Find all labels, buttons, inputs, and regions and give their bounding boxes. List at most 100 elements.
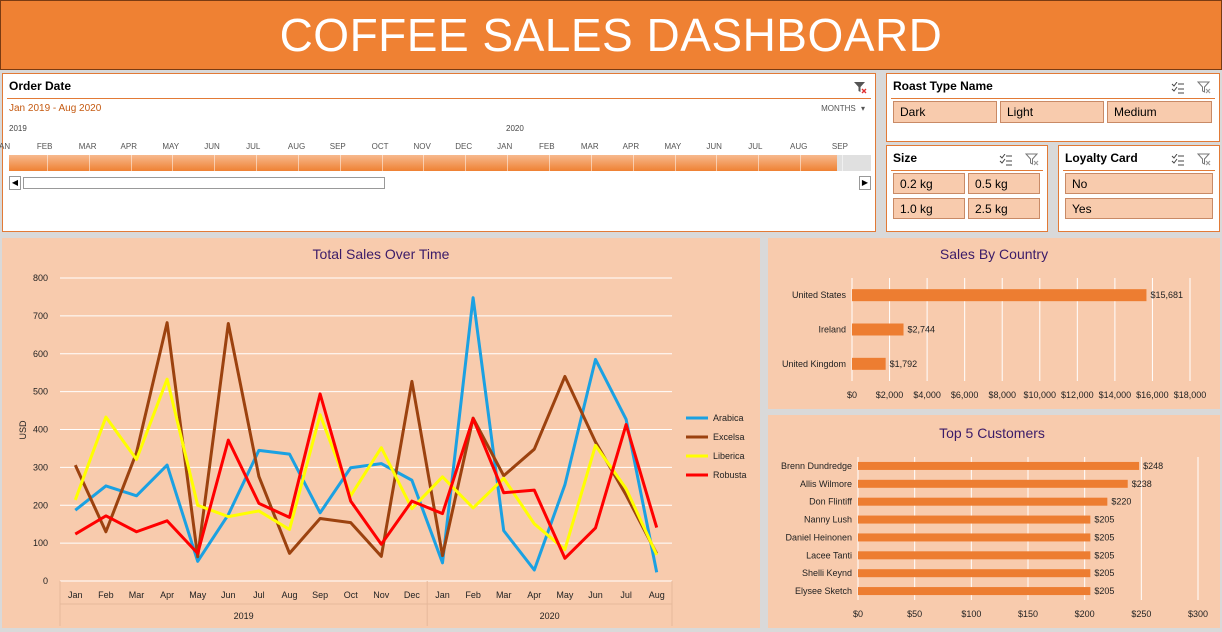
timeline-tick: [88, 155, 90, 171]
timeline-tick: [130, 155, 132, 171]
y-tick-label: 100: [33, 538, 48, 548]
size-option-0-5kg[interactable]: 0.5 kg: [968, 173, 1040, 194]
multi-select-icon[interactable]: [999, 151, 1013, 170]
timeline-tick: [172, 155, 174, 171]
category-label: Ireland: [818, 325, 846, 335]
legend-label: Arabica: [713, 413, 744, 423]
top-customers-panel: Top 5 Customers $0 $50 $100 $150 $200 $250 $300…: [768, 415, 1220, 628]
bar[interactable]: [858, 569, 1091, 578]
y-tick-label: 400: [33, 425, 48, 435]
bar[interactable]: [858, 479, 1128, 488]
bar[interactable]: [858, 551, 1091, 560]
size-option-2-5kg[interactable]: 2.5 kg: [968, 198, 1040, 219]
x-tick-label: $10,000: [1024, 390, 1057, 400]
clear-filter-icon[interactable]: [1024, 151, 1039, 170]
timeline-selection[interactable]: [9, 155, 837, 171]
bar[interactable]: [858, 587, 1091, 596]
chevron-down-icon: ▾: [860, 104, 865, 113]
timeline-month-label: MAY: [664, 142, 682, 151]
y-tick-label: 300: [33, 462, 48, 472]
data-label: $2,744: [908, 325, 936, 335]
loyalty-option-no[interactable]: No: [1065, 173, 1213, 194]
roast-option-dark[interactable]: Dark: [893, 101, 997, 123]
timeline-month-label: MAY: [162, 142, 180, 151]
x-tick-label: May: [556, 590, 574, 600]
x-tick-label: $0: [853, 609, 863, 619]
category-label: Lacee Tanti: [806, 550, 852, 560]
bar[interactable]: [858, 497, 1108, 506]
period-dropdown[interactable]: MONTHS ▾: [821, 104, 865, 113]
x-tick-label: $4,000: [913, 390, 941, 400]
bar[interactable]: [852, 323, 904, 336]
clear-filter-icon[interactable]: [1196, 151, 1211, 170]
x-tick-label: $0: [847, 390, 857, 400]
timeline-scrollbar[interactable]: ◀ ▶: [9, 176, 871, 190]
timeline-month-label: FEB: [538, 142, 555, 151]
timeline-month-label: SEP: [831, 142, 848, 151]
x-tick-label: Dec: [404, 590, 421, 600]
category-label: United States: [792, 290, 847, 300]
roast-option-medium[interactable]: Medium: [1107, 101, 1212, 123]
timeline-month-label: JUN: [204, 142, 220, 151]
timeline-tick: [632, 155, 634, 171]
top-customers-chart[interactable]: Top 5 Customers $0 $50 $100 $150 $200 $250 $300…: [768, 415, 1220, 628]
sales-by-country-chart[interactable]: Sales By Country $0 $2,000 $4,000 $6,000 $8,0…: [768, 238, 1220, 409]
x-tick-label: Jul: [253, 590, 265, 600]
x-tick-label: Aug: [649, 590, 665, 600]
series-line-excelsa[interactable]: [73, 321, 659, 559]
x-tick-label: $16,000: [1136, 390, 1169, 400]
x-tick-label: $2,000: [876, 390, 904, 400]
series-line-arabica[interactable]: [74, 296, 659, 573]
roast-option-light[interactable]: Light: [1000, 101, 1104, 123]
order-date-timeline[interactable]: Order Date Jan 2019 - Aug 2020 MONTHS ▾ …: [0, 73, 876, 232]
total-sales-chart[interactable]: Total Sales Over Time 0 100 200 300 400 500 600…: [2, 238, 760, 628]
x-tick-label: Feb: [98, 590, 114, 600]
timeline-tick: [800, 155, 802, 171]
timeline-month-label: DEC: [455, 142, 473, 151]
multi-select-icon[interactable]: [1171, 79, 1185, 98]
bar[interactable]: [858, 461, 1140, 470]
x-tick-label: $6,000: [951, 390, 979, 400]
bar[interactable]: [858, 515, 1091, 524]
size-option-0-2kg[interactable]: 0.2 kg: [893, 173, 965, 194]
timeline-tick: [548, 155, 550, 171]
timeline-tick: [297, 155, 299, 171]
category-label: Allis Wilmore: [800, 479, 852, 489]
legend-label: Liberica: [713, 451, 745, 461]
bar[interactable]: [852, 289, 1147, 302]
x-tick-label: $250: [1131, 609, 1151, 619]
timeline-month-label: APR: [120, 142, 137, 151]
timeline-month-label: AUG: [287, 142, 306, 151]
year-label-2020: 2020: [506, 124, 524, 133]
header-divider: [7, 98, 871, 99]
series-line-robusta[interactable]: [74, 392, 659, 560]
timeline-month-label: FEB: [36, 142, 53, 151]
timeline-tick: [46, 155, 48, 171]
x-tick-label: $300: [1188, 609, 1208, 619]
timeline-month-label: MAR: [580, 142, 599, 151]
timeline-track[interactable]: [9, 155, 871, 171]
period-dropdown-label: MONTHS: [821, 104, 856, 113]
y-axis-label: USD: [18, 420, 28, 440]
x-tick-label: $12,000: [1061, 390, 1094, 400]
size-option-1-0kg[interactable]: 1.0 kg: [893, 198, 965, 219]
bar[interactable]: [852, 357, 886, 370]
timeline-tick: [214, 155, 216, 171]
clear-filter-icon[interactable]: [1196, 79, 1211, 98]
x-tick-label: Jun: [221, 590, 236, 600]
data-label: $205: [1094, 568, 1114, 578]
legend-label: Robusta: [713, 470, 747, 480]
timeline-month-label: NOV: [413, 142, 431, 151]
timeline-month-label: AUG: [790, 142, 808, 151]
category-label: United Kingdom: [782, 359, 846, 369]
multi-select-icon[interactable]: [1171, 151, 1185, 170]
bar[interactable]: [858, 533, 1091, 542]
scroll-right-icon[interactable]: ▶: [859, 176, 871, 190]
timeline-tick: [507, 155, 509, 171]
clear-filter-icon[interactable]: [853, 79, 867, 98]
data-label: $238: [1132, 479, 1152, 489]
scroll-thumb[interactable]: [23, 177, 385, 189]
x-tick-label: $200: [1075, 609, 1095, 619]
loyalty-option-yes[interactable]: Yes: [1065, 198, 1213, 219]
scroll-left-icon[interactable]: ◀: [9, 176, 21, 190]
